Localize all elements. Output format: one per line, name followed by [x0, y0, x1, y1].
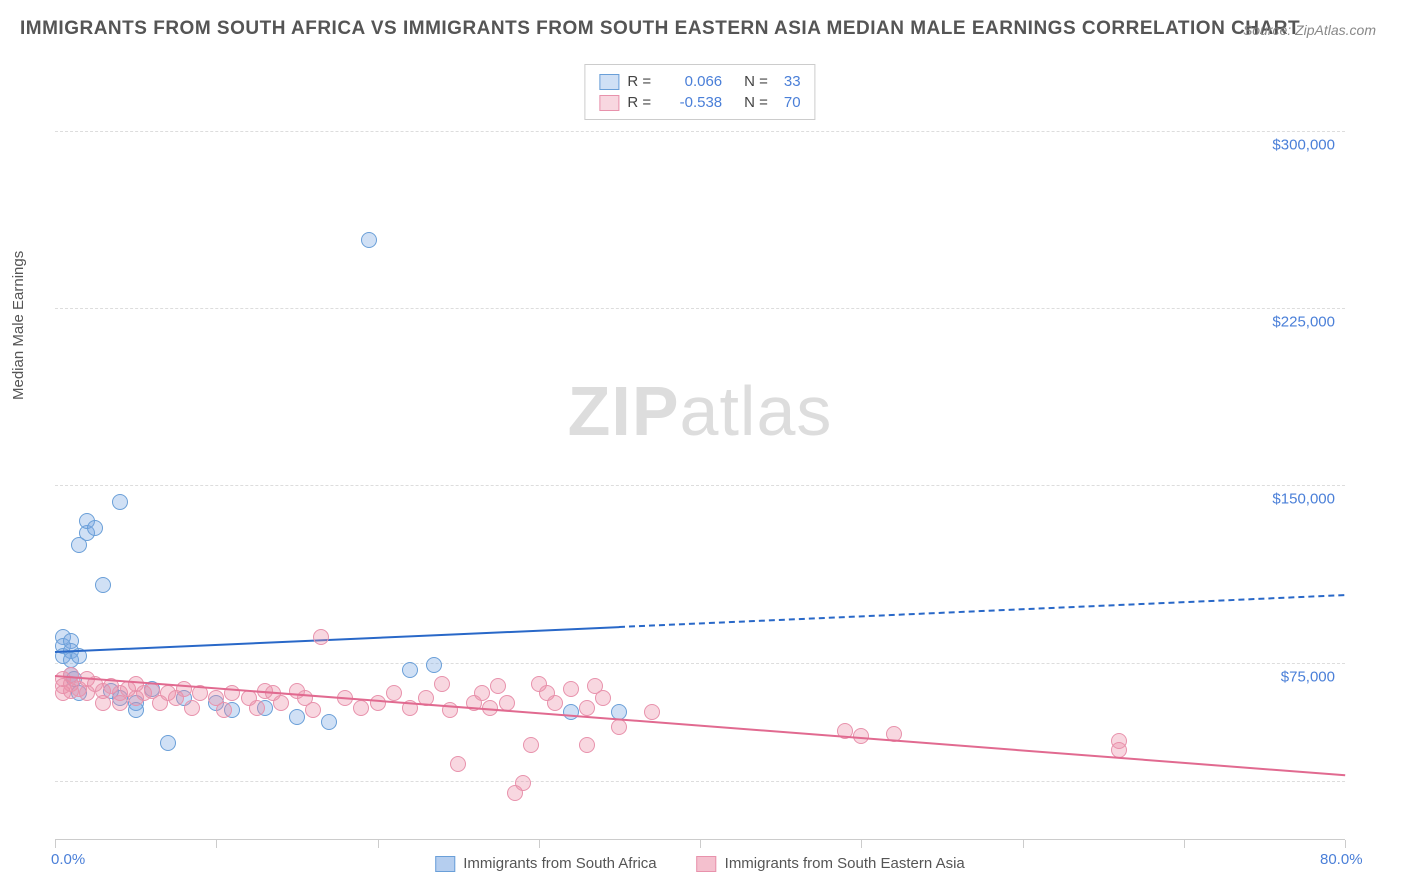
legend-r-label: R = [627, 94, 651, 111]
legend-r-value: -0.538 [667, 94, 722, 111]
scatter-point [434, 676, 450, 692]
legend-series-label: Immigrants from South Eastern Asia [725, 855, 965, 872]
legend-series-item: Immigrants from South Eastern Asia [697, 855, 965, 872]
scatter-point [547, 695, 563, 711]
x-tick [1023, 840, 1024, 848]
legend-r-label: R = [627, 73, 651, 90]
scatter-point [321, 714, 337, 730]
series-legend: Immigrants from South Africa Immigrants f… [435, 855, 965, 872]
x-tick [55, 840, 56, 848]
scatter-point [515, 775, 531, 791]
scatter-point [579, 737, 595, 753]
scatter-point [450, 756, 466, 772]
regression-line [55, 626, 619, 653]
correlation-legend: R = 0.066 N = 33 R = -0.538 N = 70 [584, 64, 815, 120]
x-tick [1345, 840, 1346, 848]
x-tick [216, 840, 217, 848]
scatter-point [579, 700, 595, 716]
scatter-point [160, 735, 176, 751]
scatter-point [563, 681, 579, 697]
legend-r-value: 0.066 [667, 73, 722, 90]
scatter-point [386, 685, 402, 701]
scatter-point [273, 695, 289, 711]
legend-series-label: Immigrants from South Africa [463, 855, 656, 872]
scatter-point [95, 695, 111, 711]
chart-title: IMMIGRANTS FROM SOUTH AFRICA VS IMMIGRAN… [20, 18, 1300, 40]
scatter-point [112, 494, 128, 510]
legend-n-label: N = [744, 94, 768, 111]
source-attribution: Source: ZipAtlas.com [1243, 22, 1376, 38]
scatter-plot [55, 60, 1345, 840]
legend-n-value: 33 [784, 73, 801, 90]
scatter-point [112, 695, 128, 711]
scatter-point [95, 577, 111, 593]
x-tick [539, 840, 540, 848]
scatter-point [87, 520, 103, 536]
scatter-point [176, 681, 192, 697]
legend-n-value: 70 [784, 94, 801, 111]
legend-stat-row: R = -0.538 N = 70 [599, 92, 800, 113]
scatter-point [289, 709, 305, 725]
legend-swatch [599, 74, 619, 90]
chart-plot-area: ZIPatlas $75,000$150,000$225,000$300,000… [55, 60, 1345, 840]
x-tick-label: 0.0% [51, 851, 85, 868]
x-tick [1184, 840, 1185, 848]
scatter-point [313, 629, 329, 645]
scatter-point [1111, 733, 1127, 749]
scatter-point [563, 704, 579, 720]
scatter-point [644, 704, 660, 720]
scatter-point [249, 700, 265, 716]
regression-line [619, 594, 1345, 628]
y-axis-label: Median Male Earnings [10, 251, 27, 400]
x-tick [861, 840, 862, 848]
x-tick-label: 80.0% [1320, 851, 1363, 868]
regression-line [55, 675, 1345, 776]
scatter-point [595, 690, 611, 706]
legend-swatch [435, 856, 455, 872]
x-tick [378, 840, 379, 848]
legend-stat-row: R = 0.066 N = 33 [599, 71, 800, 92]
scatter-point [353, 700, 369, 716]
legend-n-label: N = [744, 73, 768, 90]
legend-swatch [697, 856, 717, 872]
scatter-point [305, 702, 321, 718]
scatter-point [184, 700, 200, 716]
scatter-point [216, 702, 232, 718]
scatter-point [370, 695, 386, 711]
scatter-point [426, 657, 442, 673]
scatter-point [523, 737, 539, 753]
legend-swatch [599, 95, 619, 111]
scatter-point [402, 662, 418, 678]
scatter-point [490, 678, 506, 694]
x-tick [700, 840, 701, 848]
scatter-point [361, 232, 377, 248]
legend-series-item: Immigrants from South Africa [435, 855, 656, 872]
